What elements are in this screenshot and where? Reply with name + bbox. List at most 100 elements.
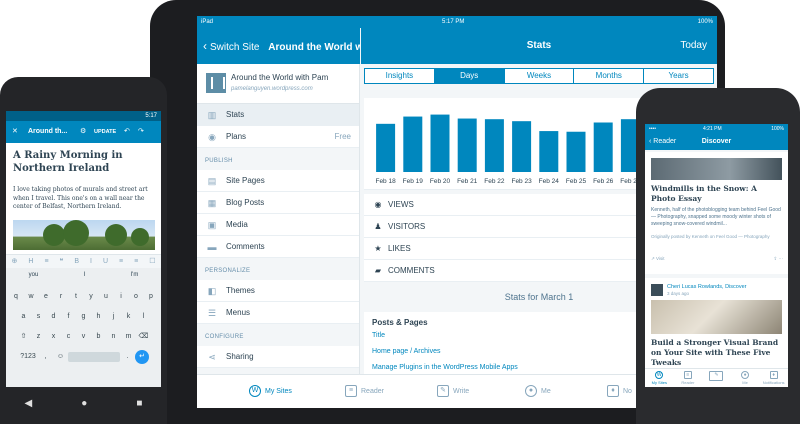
redo-icon[interactable]: ↷ — [138, 128, 144, 135]
space-bar[interactable] — [68, 352, 120, 362]
post-author[interactable]: Cheri Lucas Rowlands, Discover — [667, 284, 747, 290]
tab-reader[interactable]: ≡ Reader — [674, 369, 703, 387]
settings-icon[interactable]: ⚙ — [80, 128, 87, 135]
post-link-title[interactable]: Title — [372, 332, 385, 339]
key[interactable]: n — [111, 333, 116, 340]
back-icon[interactable]: ◀ — [24, 398, 33, 409]
chart-bar[interactable] — [457, 118, 477, 172]
sidebar-item-media[interactable]: ▣ Media — [197, 214, 359, 236]
format-button[interactable]: B — [74, 258, 79, 265]
stat-row-likes[interactable]: ★ LIKES — [364, 238, 714, 260]
key[interactable]: q — [14, 293, 18, 300]
tab-me[interactable]: ● Me — [525, 375, 551, 408]
key[interactable]: k — [126, 313, 131, 320]
chart-bar[interactable] — [376, 123, 396, 172]
stat-row-views[interactable]: ◉ VIEWS — [364, 194, 714, 216]
format-button[interactable]: ☐ — [149, 258, 156, 265]
suggestion[interactable]: I — [83, 272, 86, 278]
key[interactable]: x — [51, 333, 56, 340]
sidebar-item-blog-posts[interactable]: ▦ Blog Posts — [197, 192, 359, 214]
sidebar-item-themes[interactable]: ◧ Themes — [197, 280, 359, 302]
post-title[interactable]: Windmills in the Snow: A Photo Essay — [651, 184, 757, 203]
chart-bar[interactable] — [403, 116, 423, 172]
sidebar-item-stats[interactable]: ▥ Stats — [197, 104, 359, 126]
chart-bar[interactable] — [539, 131, 559, 172]
share-icon[interactable]: ⇪ ⋯ — [773, 256, 783, 261]
key[interactable]: z — [36, 333, 41, 340]
tab-write[interactable]: ✎ — [702, 369, 731, 387]
post-link-home[interactable]: Home page / Archives — [372, 348, 441, 355]
key[interactable]: j — [112, 313, 115, 320]
chart-bar[interactable] — [430, 114, 450, 172]
today-button[interactable]: Today — [680, 40, 707, 51]
stat-row-visitors[interactable]: ♟ VISITORS — [364, 216, 714, 238]
key[interactable]: b — [96, 333, 101, 340]
segment-insights[interactable]: Insights — [365, 69, 435, 83]
format-button[interactable]: ❝ — [59, 258, 64, 265]
format-button[interactable]: ≡ — [44, 258, 49, 265]
key[interactable]: ⇧ — [20, 333, 27, 340]
enter-icon[interactable]: ↵ — [135, 350, 149, 364]
format-button[interactable]: U — [102, 258, 108, 265]
key[interactable]: v — [81, 333, 86, 340]
chart-bar[interactable] — [620, 119, 640, 172]
post-link-plugins[interactable]: Manage Plugins in the WordPress Mobile A… — [372, 364, 518, 371]
visit-link[interactable]: ↗ Visit — [651, 256, 691, 262]
undo-icon[interactable]: ↶ — [124, 128, 130, 135]
key[interactable]: s — [36, 313, 41, 320]
sidebar-item-plans[interactable]: ◉ Plans Free — [197, 126, 359, 148]
tab-me[interactable]: ● Me — [731, 369, 760, 387]
close-icon[interactable]: ✕ — [12, 128, 18, 135]
tab-reader[interactable]: ≡ Reader — [345, 375, 384, 408]
key[interactable]: d — [51, 313, 56, 320]
stat-row-comments[interactable]: ▰ COMMENTS — [364, 260, 714, 282]
chevron-left-icon[interactable]: ‹ — [203, 39, 207, 53]
format-button[interactable]: ≡ — [134, 258, 139, 265]
segment-days[interactable]: Days — [434, 69, 505, 83]
sidebar-item-menus[interactable]: ☰ Menus — [197, 302, 359, 324]
key[interactable]: g — [81, 313, 86, 320]
update-button[interactable]: UPDATE — [94, 129, 117, 135]
key[interactable]: l — [142, 313, 145, 320]
key[interactable]: m — [125, 333, 132, 340]
sidebar-item-sharing[interactable]: ⋖ Sharing — [197, 346, 359, 368]
segment-months[interactable]: Months — [574, 69, 645, 83]
site-card[interactable]: Around the World with Pam pamelanguyen.w… — [197, 64, 359, 104]
emoji-icon[interactable]: ☺ — [56, 353, 65, 360]
key-symbols[interactable]: ?123 — [20, 353, 36, 360]
chart-bar[interactable] — [484, 119, 504, 172]
sidebar-item-comments[interactable]: ▬ Comments — [197, 236, 359, 258]
chart-bar[interactable] — [566, 131, 586, 172]
tab-notifications[interactable]: ♦ Notifications — [759, 369, 788, 387]
key[interactable]: t — [75, 293, 77, 300]
key[interactable]: h — [96, 313, 101, 320]
reader-back-button[interactable]: ‹ Reader — [649, 138, 677, 145]
format-button[interactable]: ⊕ — [11, 258, 18, 265]
segment-years[interactable]: Years — [668, 71, 689, 80]
key[interactable]: p — [149, 293, 153, 300]
reader-post-card[interactable]: Windmills in the Snow: A Photo Essay Ken… — [645, 152, 788, 274]
reader-post-card[interactable]: Cheri Lucas Rowlands, Discover 3 days ag… — [645, 278, 788, 368]
key[interactable]: u — [104, 293, 108, 300]
key[interactable]: y — [89, 293, 93, 300]
key-comma[interactable]: , — [44, 353, 47, 360]
key[interactable]: ⌫ — [138, 333, 149, 340]
tab-my-sites[interactable]: W My Sites — [645, 369, 674, 387]
post-content-field[interactable]: I love taking photos of murals and stree… — [13, 186, 148, 210]
post-title-field[interactable]: A Rainy Morning in Northern Ireland — [13, 150, 123, 174]
suggestion[interactable]: I'm — [130, 272, 139, 278]
recents-icon[interactable]: ■ — [136, 398, 143, 409]
segment-weeks[interactable]: Weeks — [505, 69, 575, 83]
chart-bar[interactable] — [512, 121, 532, 172]
key[interactable]: o — [134, 293, 138, 300]
key[interactable]: w — [28, 293, 34, 300]
key[interactable]: a — [21, 313, 26, 320]
key[interactable]: i — [120, 293, 122, 300]
key[interactable]: c — [66, 333, 71, 340]
key-period[interactable]: . — [126, 353, 129, 360]
switch-site-button[interactable]: Switch Site — [210, 42, 260, 53]
suggestion[interactable]: you — [28, 272, 39, 278]
chart-bar[interactable] — [593, 122, 613, 173]
key[interactable]: f — [67, 313, 70, 320]
format-button[interactable]: ≡ — [119, 258, 124, 265]
